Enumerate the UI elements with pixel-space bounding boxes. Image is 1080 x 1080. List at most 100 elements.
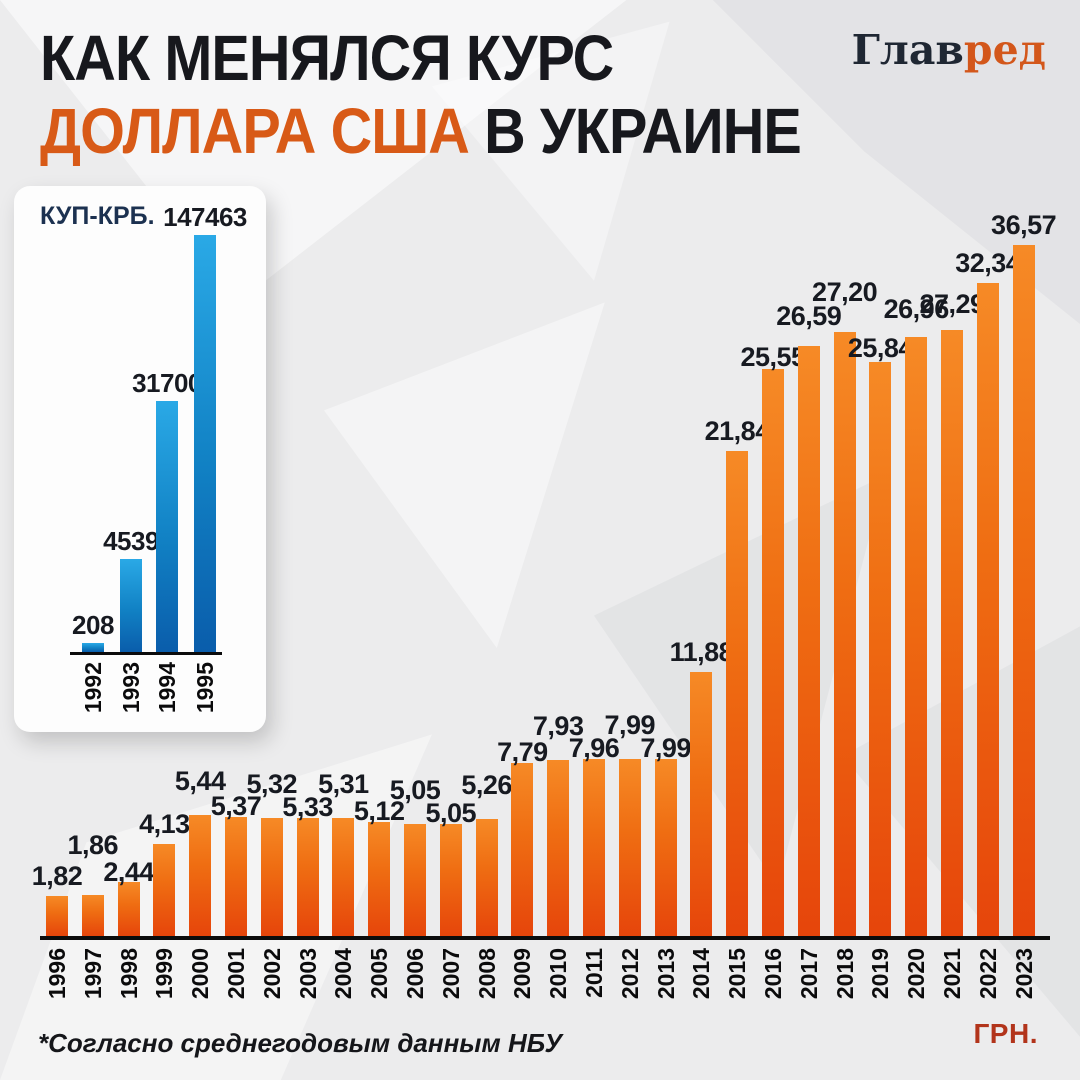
value-label-1999: 4,13 — [139, 809, 190, 840]
inset-bar-1992 — [82, 643, 104, 652]
bar-2018 — [833, 332, 856, 936]
title-line-2: ДОЛЛАРА США В УКРАИНЕ — [40, 95, 802, 168]
bar-2010 — [547, 759, 570, 936]
value-label-2023: 36,57 — [991, 210, 1057, 241]
source-note: *Согласно среднегодовым данным НБУ — [38, 1028, 563, 1058]
year-label-2018: 2018 — [831, 948, 858, 1000]
inset-value-label-1994: 31700 — [132, 368, 202, 398]
year-label-2001: 2001 — [223, 948, 249, 1000]
inset-bar-1993 — [120, 559, 142, 652]
bar-2007 — [439, 823, 462, 936]
year-label-2000: 2000 — [187, 948, 214, 1000]
inset-year-label-1994: 1994 — [154, 662, 180, 714]
bar-2014 — [690, 672, 713, 936]
value-label-2018: 27,20 — [812, 277, 878, 308]
year-label-2008: 2008 — [473, 948, 500, 1000]
currency-unit-label: ГРН. — [973, 1018, 1038, 1049]
bar-2008 — [475, 819, 498, 936]
year-label-1998: 1998 — [115, 948, 142, 1000]
value-label-1997: 1,86 — [67, 829, 119, 860]
bar-2022 — [976, 282, 999, 936]
bar-2012 — [618, 758, 641, 936]
bar-1999 — [153, 844, 176, 936]
value-label-2005: 5,12 — [353, 796, 405, 827]
year-label-2002: 2002 — [258, 948, 285, 1000]
bar-2021 — [941, 330, 963, 936]
value-label-2016: 25,55 — [740, 341, 806, 372]
value-label-2022: 32,34 — [955, 247, 1021, 278]
year-label-2012: 2012 — [616, 948, 643, 1000]
inset-chart-card: КУП-КРБ. 208 1992 4539 1993 31700 1994 147463 1… — [14, 186, 266, 732]
year-label-1999: 1999 — [151, 948, 178, 1000]
bar-2001 — [225, 816, 247, 936]
year-label-2003: 2003 — [294, 948, 321, 1000]
inset-value-label-1995: 147463 — [163, 202, 247, 232]
bar-2004 — [332, 818, 355, 936]
bar-2002 — [260, 817, 283, 936]
inset-x-axis — [70, 652, 222, 655]
inset-value-label-1992: 208 — [72, 610, 114, 640]
value-label-2012: 7,99 — [604, 709, 656, 740]
bar-2003 — [296, 817, 319, 936]
value-label-1996: 1,82 — [31, 860, 83, 891]
logo-dark-part: Глав — [851, 26, 964, 74]
inset-year-label-1995: 1995 — [192, 662, 218, 714]
value-label-2015: 21,84 — [704, 416, 771, 447]
glavred-logo: Главред — [852, 26, 1046, 74]
value-label-2003: 5,33 — [282, 791, 333, 822]
main-x-axis — [40, 936, 1050, 940]
year-label-2022: 2022 — [974, 948, 1001, 1000]
bar-2011 — [583, 759, 605, 936]
inset-year-label-1992: 1992 — [80, 662, 106, 714]
bar-2020 — [905, 337, 928, 936]
value-label-2011: 7,96 — [568, 733, 620, 764]
year-label-2017: 2017 — [795, 948, 822, 1000]
bar-2000 — [189, 815, 212, 936]
year-label-2013: 2013 — [652, 948, 679, 1000]
value-label-1998: 2,44 — [103, 856, 154, 887]
inset-bar-1994 — [156, 401, 178, 652]
inset-value-label-1993: 4539 — [103, 526, 159, 556]
year-label-2021: 2021 — [939, 948, 965, 1000]
year-label-2011: 2011 — [581, 948, 607, 998]
year-label-2007: 2007 — [437, 948, 464, 1000]
bar-1997 — [81, 894, 104, 936]
value-label-2014: 11,88 — [669, 637, 734, 668]
year-label-2019: 2019 — [867, 948, 894, 1000]
value-label-2021: 27,29 — [919, 289, 985, 320]
bar-2006 — [404, 823, 426, 936]
year-label-2015: 2015 — [724, 948, 751, 1000]
title-dark-text: В УКРАИНЕ — [468, 95, 802, 167]
year-label-2016: 2016 — [760, 948, 786, 1000]
value-label-2010: 7,93 — [532, 710, 584, 741]
value-label-2013: 7,99 — [640, 732, 691, 763]
inset-chart-title: КУП-КРБ. — [40, 202, 155, 230]
inset-bar-1995 — [194, 235, 216, 652]
value-label-2017: 26,59 — [776, 300, 842, 331]
bar-2009 — [511, 763, 534, 936]
value-label-2008: 5,26 — [461, 770, 512, 801]
bar-2016 — [762, 368, 784, 936]
bar-2017 — [797, 345, 820, 936]
value-label-2007: 5,05 — [425, 797, 477, 828]
inset-year-label-1993: 1993 — [118, 662, 144, 714]
bar-2015 — [726, 451, 749, 936]
year-label-2004: 2004 — [330, 948, 357, 1000]
bar-1996 — [46, 895, 68, 936]
title-accent-text: ДОЛЛАРА США — [40, 95, 470, 167]
value-label-2006: 5,05 — [389, 774, 441, 805]
year-label-2006: 2006 — [402, 948, 428, 1000]
page-title: КАК МЕНЯЛСЯ КУРС ДОЛЛАРА США В УКРАИНЕ — [40, 22, 885, 168]
value-label-2020: 26,96 — [883, 294, 950, 325]
value-label-2004: 5,31 — [318, 769, 369, 800]
bar-2005 — [368, 822, 391, 936]
title-line-1: КАК МЕНЯЛСЯ КУРС — [40, 22, 614, 94]
year-label-2009: 2009 — [509, 948, 536, 1000]
year-label-2010: 2010 — [545, 948, 572, 1000]
bar-2023 — [1012, 245, 1035, 936]
year-label-2023: 2023 — [1010, 948, 1037, 1000]
value-label-2009: 7,79 — [497, 737, 548, 768]
value-label-2002: 5,32 — [246, 768, 298, 799]
